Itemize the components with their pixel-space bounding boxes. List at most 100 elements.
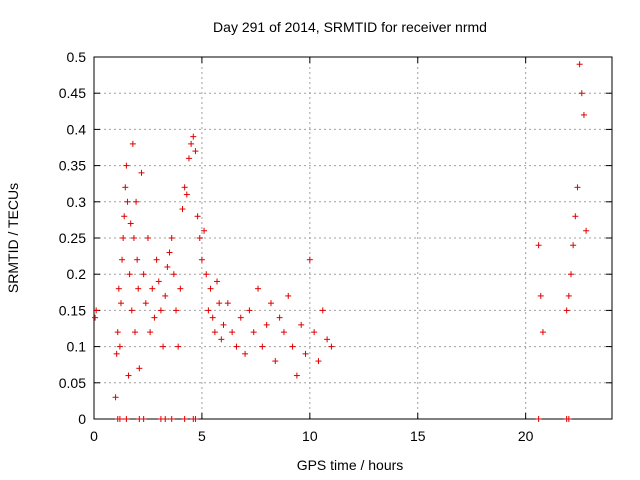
data-point <box>114 329 121 336</box>
data-point <box>136 365 143 372</box>
data-point <box>298 321 305 328</box>
y-tick-label: 0.4 <box>67 121 87 137</box>
data-point <box>181 184 188 191</box>
data-point <box>113 350 120 357</box>
data-point <box>183 191 190 198</box>
data-point <box>173 307 180 314</box>
data-point <box>138 169 145 176</box>
data-point <box>570 242 577 249</box>
data-point <box>185 155 192 162</box>
data-point <box>179 206 186 213</box>
data-point <box>149 285 156 292</box>
data-point <box>147 329 154 336</box>
x-tick-label: 0 <box>90 428 98 444</box>
y-tick-label: 0.1 <box>67 339 87 355</box>
zero-point <box>535 416 542 422</box>
data-point <box>302 350 309 357</box>
data-point <box>250 329 257 336</box>
data-point <box>120 235 127 241</box>
data-point <box>160 343 167 350</box>
data-point <box>539 329 546 336</box>
chart-title: Day 291 of 2014, SRMTID for receiver nrm… <box>213 19 487 35</box>
data-point <box>127 220 134 227</box>
zero-point <box>168 416 175 422</box>
data-point <box>134 256 141 263</box>
data-point <box>144 235 151 241</box>
axis-ticks <box>93 56 612 420</box>
data-point <box>92 314 99 321</box>
data-point <box>192 148 199 155</box>
x-axis-label: GPS time / hours <box>297 457 404 473</box>
x-tick-label: 5 <box>198 428 206 444</box>
data-point <box>280 329 287 336</box>
data-point <box>578 90 585 97</box>
data-point <box>267 300 274 307</box>
data-point <box>125 372 132 379</box>
data-point <box>128 307 135 314</box>
data-point <box>537 292 544 299</box>
data-point <box>122 184 129 191</box>
data-point <box>567 271 574 278</box>
y-tick-label: 0.5 <box>67 49 87 65</box>
data-point <box>201 227 208 234</box>
data-point <box>188 140 195 147</box>
data-point <box>229 329 236 336</box>
x-tick-label: 15 <box>410 428 426 444</box>
data-point <box>117 300 124 307</box>
data-point <box>124 198 131 205</box>
data-point <box>132 329 139 336</box>
data-point <box>246 307 253 314</box>
y-tick-label: 0.25 <box>59 230 86 246</box>
data-point <box>255 285 262 292</box>
data-point <box>194 213 201 220</box>
data-point <box>170 271 177 278</box>
zero-point <box>123 416 130 422</box>
y-tick-label: 0.2 <box>67 266 87 282</box>
data-point <box>115 285 122 292</box>
data-point <box>123 162 130 169</box>
data-point <box>93 307 100 314</box>
data-point <box>324 336 331 343</box>
zero-point <box>565 416 572 422</box>
data-point <box>216 300 223 307</box>
data-point <box>224 300 231 307</box>
y-tick-label: 0.05 <box>59 375 86 391</box>
data-point <box>319 307 326 314</box>
data-point <box>565 292 572 299</box>
y-tick-labels: 0 0.05 0.1 0.15 0.2 0.25 0.3 0.35 0.4 0.45 0.5 <box>59 49 86 427</box>
zero-point <box>181 416 188 422</box>
x-tick-labels: 0 5 10 15 20 <box>90 428 534 444</box>
data-point <box>214 278 221 285</box>
data-point <box>190 133 197 140</box>
data-point <box>121 213 128 220</box>
x-tick-label: 10 <box>302 428 318 444</box>
zero-point <box>162 416 169 422</box>
data-point <box>196 235 203 241</box>
data-point <box>130 235 137 241</box>
data-point <box>572 213 579 220</box>
data-point <box>119 256 126 263</box>
data-point <box>135 285 142 292</box>
data-point <box>580 111 587 118</box>
data-point <box>574 184 581 191</box>
data-point <box>237 314 244 321</box>
data-point <box>175 343 182 350</box>
data-point <box>233 343 240 350</box>
data-point <box>164 263 171 270</box>
data-point <box>126 271 133 278</box>
data-point <box>263 321 270 328</box>
data-point <box>293 372 300 379</box>
data-point <box>151 314 158 321</box>
data-point <box>168 235 175 241</box>
data-points <box>92 61 590 422</box>
data-point <box>157 307 164 314</box>
data-point <box>242 350 249 357</box>
zero-point <box>140 416 147 422</box>
data-point <box>153 256 160 263</box>
data-point <box>563 307 570 314</box>
zero-point <box>192 416 199 422</box>
data-point <box>220 321 227 328</box>
data-point <box>166 249 173 256</box>
y-tick-label: 0.35 <box>59 158 86 174</box>
